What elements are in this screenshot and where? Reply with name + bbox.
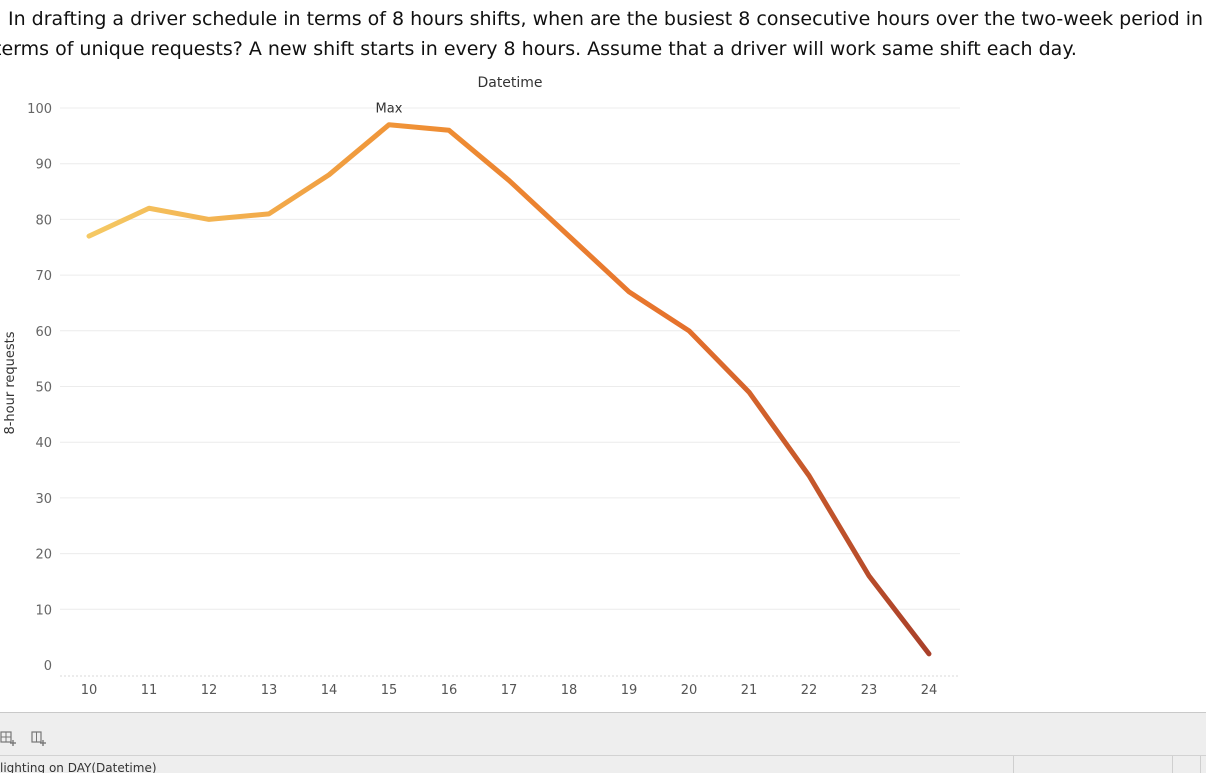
x-tick-label: 20: [681, 683, 698, 698]
chart-title: Datetime: [477, 75, 542, 91]
line-chart: 0 10 20 30 40 50 60 70 80 90 100 10 11 12 13 14 15 16 17 18…: [3, 75, 960, 698]
x-tick-label: 10: [81, 683, 98, 698]
x-tick-label: 11: [141, 683, 158, 698]
y-tick-label: 30: [35, 492, 52, 507]
gridlines: [60, 107, 960, 610]
x-tick-label: 12: [201, 683, 218, 698]
y-tick-label: 90: [35, 158, 52, 173]
y-tick-label: 60: [35, 325, 52, 340]
y-tick-label: 70: [35, 269, 52, 284]
max-annotation: Max: [376, 102, 403, 117]
y-tick-label: 80: [35, 213, 52, 228]
y-tick-label: 20: [35, 548, 52, 563]
status-divider: [1172, 756, 1173, 773]
x-tick-label: 13: [261, 683, 278, 698]
y-tick-label: 10: [35, 603, 52, 618]
x-tick-label: 17: [501, 683, 518, 698]
x-tick-label: 15: [381, 683, 398, 698]
question-line-2: terms of unique requests? A new shift st…: [0, 38, 1077, 60]
status-divider: [1200, 756, 1201, 773]
x-tick-label: 14: [321, 683, 338, 698]
x-tick-label: 22: [801, 683, 818, 698]
toolbar-row: [0, 721, 1206, 756]
x-tick-label: 23: [861, 683, 878, 698]
y-axis-label: 8-hour requests: [3, 331, 18, 434]
x-tick-label: 16: [441, 683, 458, 698]
y-tick-label: 40: [35, 436, 52, 451]
series-line[interactable]: [86, 122, 932, 657]
y-tick-label: 50: [35, 381, 52, 396]
series[interactable]: [86, 122, 932, 657]
status-divider: [1013, 756, 1014, 773]
question-text: In drafting a driver schedule in terms o…: [0, 4, 1206, 64]
x-tick-label: 21: [741, 683, 758, 698]
status-text: lighting on DAY(Datetime): [0, 761, 157, 773]
x-tick-label: 19: [621, 683, 638, 698]
bottom-toolbar: lighting on DAY(Datetime): [0, 712, 1206, 773]
x-tick-label: 18: [561, 683, 578, 698]
y-tick-label: 0: [44, 659, 52, 674]
question-line-1: In drafting a driver schedule in terms o…: [8, 8, 1204, 30]
x-tick-label: 24: [921, 683, 938, 698]
labels: Datetime 8-hour requests Max: [3, 75, 543, 435]
add-column-icon[interactable]: [30, 729, 48, 747]
add-row-icon[interactable]: [0, 729, 18, 747]
y-tick-label: 100: [27, 102, 52, 117]
axes: 0 10 20 30 40 50 60 70 80 90 100 10 11 12 13 14 15 16 17 18…: [27, 102, 960, 698]
